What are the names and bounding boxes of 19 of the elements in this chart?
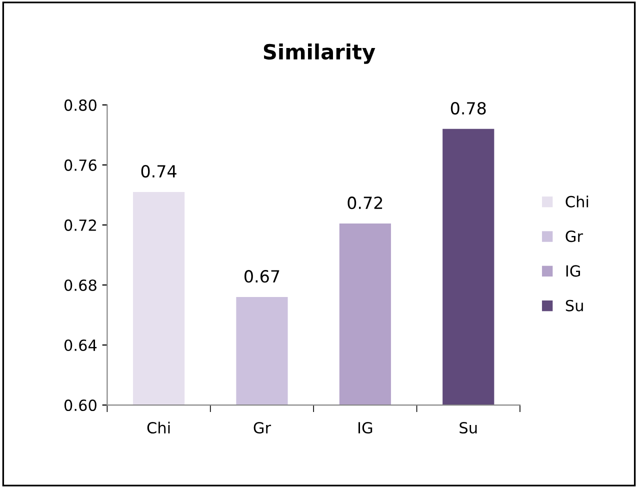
chart-title: Similarity [264,44,376,64]
legend-label: Gr [566,230,584,242]
y-tick-label: 0.72 [64,219,96,231]
legend-label: Su [566,300,583,312]
data-label: 0.74 [141,165,176,178]
data-label: 0.78 [450,102,486,115]
x-tick-label: Chi [147,422,170,434]
legend-label: Chi [566,196,588,208]
data-label: 0.67 [244,270,280,283]
y-tick-label: 0.60 [64,400,96,412]
legend-label: IG [566,265,580,277]
y-tick-label: 0.80 [64,99,96,111]
x-tick-label: Su [460,422,477,434]
data-label: 0.72 [348,196,382,210]
y-tick-label: 0.68 [64,279,96,292]
x-tick-label: Gr [254,422,272,434]
y-tick-label: 0.64 [64,339,97,352]
x-tick-label: IG [358,422,372,434]
y-tick-label: 0.76 [64,159,96,171]
